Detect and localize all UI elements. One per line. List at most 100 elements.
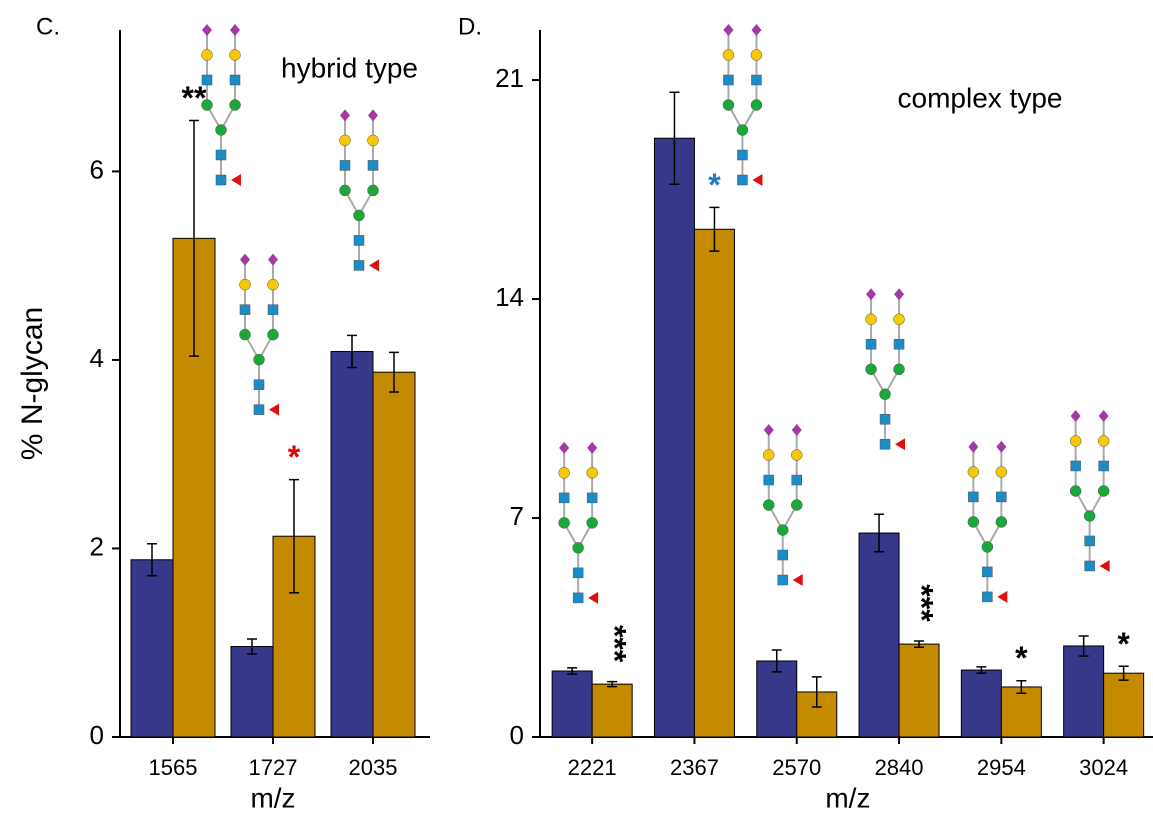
error-bar: [709, 206, 720, 252]
glycan-icon: [722, 24, 763, 186]
sialic-acid: [968, 440, 979, 453]
hexose: [865, 363, 877, 376]
glcnac: [1098, 460, 1109, 472]
glcnac: [777, 549, 788, 561]
fucose: [269, 403, 279, 416]
significance-mark: ***: [597, 625, 633, 663]
sialic-acid: [340, 109, 350, 122]
hexose: [893, 313, 905, 326]
x-tick-label: 2570: [772, 755, 821, 780]
hexose: [865, 313, 877, 326]
error-bar: [874, 513, 885, 553]
glcnac: [968, 491, 979, 503]
significance-mark: *: [288, 439, 301, 475]
glcnac: [1070, 460, 1081, 472]
glycan-icon: [201, 24, 241, 186]
x-tick-label: 2954: [977, 755, 1026, 780]
y-tick-label: 6: [90, 154, 104, 184]
hexose: [750, 99, 763, 111]
bar: [898, 643, 940, 738]
glycan-icon: [339, 109, 379, 272]
fucose: [792, 574, 803, 587]
glcnac: [1084, 535, 1095, 547]
y-tick-label: 7: [510, 501, 524, 531]
sialic-acid: [587, 441, 598, 454]
error-bar: [771, 649, 782, 673]
glcnac: [751, 74, 762, 86]
y-tick-label: 0: [90, 720, 104, 750]
y-axis-title: % N-glycan: [16, 307, 49, 460]
error-bar: [247, 638, 257, 655]
sialic-acid: [240, 253, 250, 266]
y-tick-label: 21: [495, 63, 524, 93]
sialic-acid: [559, 441, 570, 454]
glcnac: [893, 339, 905, 350]
bar: [372, 371, 416, 738]
fucose: [588, 591, 599, 604]
glcnac: [879, 439, 891, 450]
glcnac: [367, 160, 379, 171]
glcnac: [339, 160, 351, 171]
glcnac: [572, 592, 584, 604]
bar: [591, 683, 633, 738]
glycan-icon: [865, 288, 906, 451]
bar: [858, 532, 900, 738]
glycan-icon: [1069, 409, 1110, 572]
significance-mark: *: [1117, 626, 1130, 662]
glcnac: [253, 404, 265, 415]
hexose: [893, 363, 905, 376]
glcnac: [267, 304, 279, 315]
hexose: [995, 466, 1008, 478]
hexose: [981, 541, 994, 553]
bar: [1103, 672, 1145, 738]
hexose: [353, 209, 365, 222]
bar: [551, 670, 593, 738]
sialic-acid: [866, 288, 877, 301]
significance-mark: *: [1015, 640, 1028, 676]
error-bar: [289, 478, 299, 594]
panel-title: hybrid type: [281, 52, 418, 83]
glcnac: [215, 149, 227, 161]
fucose: [1099, 559, 1110, 572]
hexose: [367, 134, 379, 147]
fucose: [997, 590, 1008, 603]
fucose: [752, 174, 763, 186]
glcnac: [879, 414, 891, 425]
error-bar: [1078, 635, 1089, 657]
panel-label: D.: [458, 13, 482, 40]
sialic-acid: [996, 440, 1007, 453]
sialic-acid: [723, 24, 734, 36]
glcnac: [586, 492, 598, 504]
bar: [960, 669, 1002, 738]
x-axis-title: m/z: [250, 782, 295, 813]
error-bar: [567, 667, 578, 675]
hexose: [339, 134, 351, 147]
x-axis-title: m/z: [825, 782, 870, 813]
error-bar: [147, 543, 157, 577]
significance-mark: **: [182, 80, 207, 116]
glcnac: [982, 591, 993, 603]
panel-label: C.: [36, 13, 60, 40]
hexose: [722, 49, 735, 61]
sialic-acid: [751, 24, 762, 36]
y-tick-label: 14: [495, 282, 524, 312]
error-bar: [1118, 665, 1129, 681]
x-tick-label: 1565: [149, 755, 198, 780]
hexose: [1069, 485, 1082, 497]
glcnac: [737, 174, 748, 186]
hexose: [229, 49, 241, 61]
hexose: [1097, 435, 1110, 447]
error-bar: [811, 676, 822, 708]
glcnac: [229, 74, 241, 86]
hexose: [267, 278, 279, 291]
bar: [693, 228, 735, 738]
glycan-icon: [558, 441, 599, 604]
hexose: [239, 328, 251, 341]
y-tick-label: 0: [510, 720, 524, 750]
fucose: [895, 438, 906, 451]
hexose: [879, 388, 891, 401]
hexose: [750, 49, 763, 61]
sialic-acid: [268, 253, 278, 266]
glcnac: [572, 567, 584, 579]
